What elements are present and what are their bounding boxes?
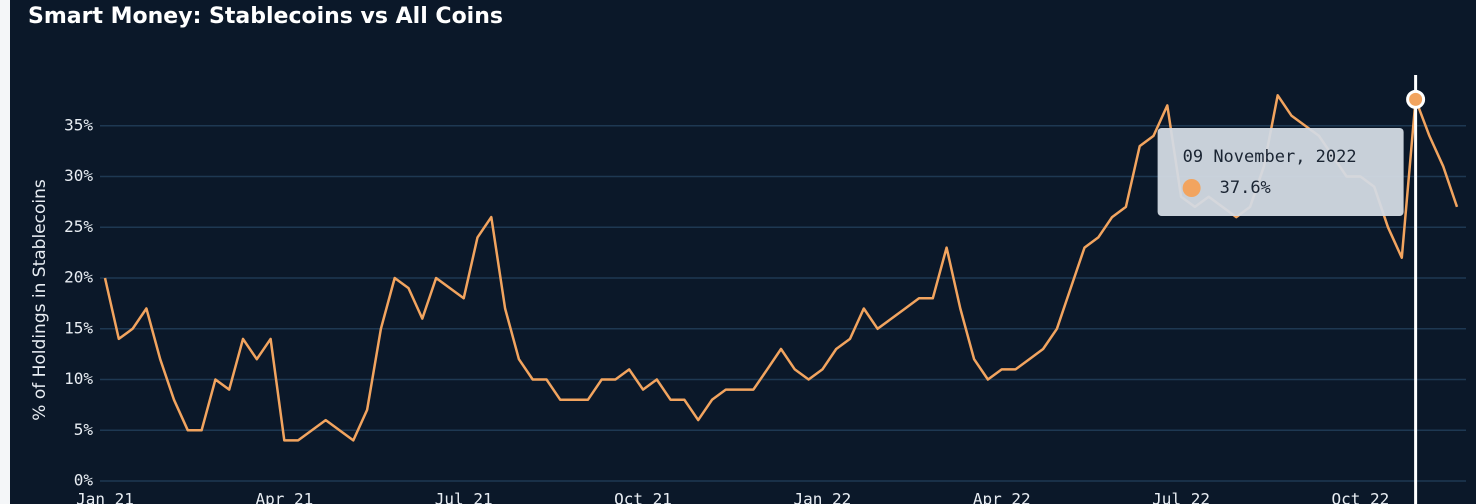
edge-strip <box>0 0 10 504</box>
y-tick-label: 20% <box>64 268 93 287</box>
x-tick-label: Oct 21 <box>614 490 672 504</box>
x-tick-label: Jul 21 <box>435 490 493 504</box>
x-tick-label: Oct 22 <box>1332 490 1390 504</box>
x-tick-label: Jul 22 <box>1152 490 1210 504</box>
tooltip-title: 09 November, 2022 <box>1183 147 1357 167</box>
x-tick-label: Jan 21 <box>76 490 134 504</box>
y-tick-label: 30% <box>64 166 93 185</box>
tooltip-box <box>1157 128 1404 216</box>
tooltip-swatch <box>1182 179 1201 197</box>
y-tick-label: 5% <box>74 420 94 439</box>
hover-point <box>1406 89 1426 109</box>
chart-title: Smart Money: Stablecoins vs All Coins <box>28 4 503 29</box>
y-axis-label: % of Holdings in Stablecoins <box>30 179 50 421</box>
y-tick-label: 35% <box>64 115 93 134</box>
y-tick-label: 25% <box>64 217 93 236</box>
y-tick-label: 15% <box>64 318 93 337</box>
x-tick-label: Apr 21 <box>255 490 313 504</box>
x-tick-label: Apr 22 <box>973 490 1031 504</box>
tooltip-value: 37.6% <box>1220 178 1271 198</box>
y-tick-label: 0% <box>74 471 94 490</box>
x-tick-label: Jan 22 <box>793 490 851 504</box>
y-tick-label: 10% <box>64 369 93 388</box>
